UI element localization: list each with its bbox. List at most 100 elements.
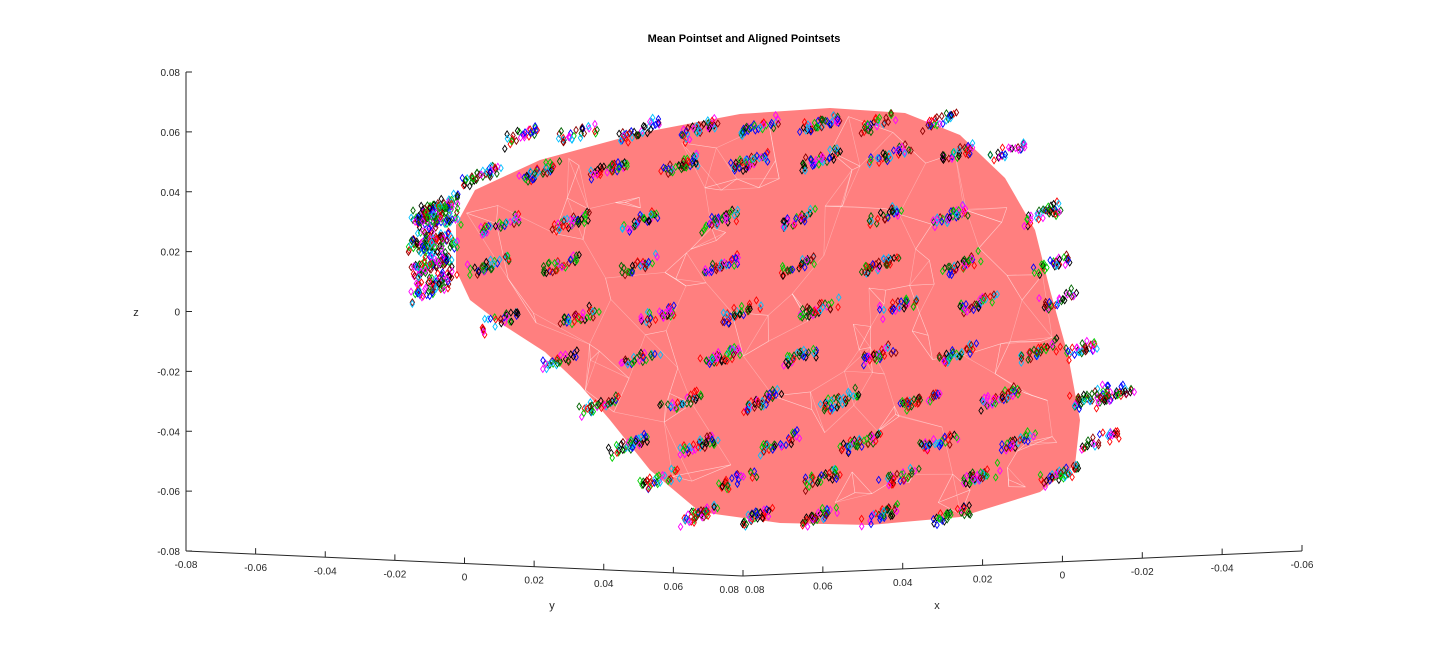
pointset-marker (745, 402, 752, 412)
mesh-edge (711, 227, 726, 233)
pointset-marker (719, 482, 726, 491)
pointset-marker (866, 158, 873, 167)
pointset-marker (800, 518, 806, 528)
pointset-marker (937, 514, 943, 523)
mesh-edge (1051, 436, 1057, 443)
pointset-marker (817, 399, 824, 409)
mesh-edge (899, 213, 932, 225)
x-axis-label: x (934, 600, 940, 612)
pointset-marker (801, 117, 808, 127)
mesh-edge (1007, 467, 1009, 480)
pointset-marker (911, 395, 917, 404)
pointset-marker (721, 317, 728, 327)
mesh-edge (842, 205, 887, 210)
mesh-edge (927, 335, 933, 360)
pointset-marker (561, 217, 567, 226)
mesh-edge (772, 395, 812, 410)
pointset-marker (668, 474, 674, 483)
mesh-edge (1041, 337, 1053, 342)
pointset-marker (437, 211, 444, 221)
pointset-marker (797, 127, 803, 137)
pointset-marker (930, 389, 936, 398)
pointset-marker (955, 212, 962, 221)
pointset-marker (1033, 348, 1040, 358)
pointset-marker (656, 118, 662, 128)
pointset-marker (1021, 139, 1028, 149)
pointset-marker (1101, 397, 1108, 406)
pointset-marker (425, 287, 432, 296)
pointset-marker (939, 111, 945, 121)
pointset-marker (919, 126, 926, 136)
mesh-edge (758, 178, 780, 188)
pointset-marker (679, 160, 685, 170)
mesh-edge (615, 202, 641, 209)
pointset-marker (448, 239, 455, 249)
pointset-marker (677, 522, 684, 531)
pointset-marker (894, 469, 900, 479)
pointset-marker (877, 208, 884, 217)
pointset-marker (415, 265, 422, 274)
pointset-marker (1058, 471, 1064, 481)
pointset-marker (567, 255, 574, 264)
mesh-edge (1017, 444, 1033, 452)
mesh-edge (704, 187, 712, 228)
pointset-marker (822, 401, 828, 411)
pointset-marker (422, 248, 428, 257)
mesh-edge (675, 278, 687, 287)
mesh-edge (954, 153, 967, 211)
pointset-marker (803, 479, 810, 489)
pointset-marker (968, 255, 974, 264)
pointset-marker (932, 114, 938, 123)
pointset-marker (423, 231, 429, 240)
mesh-edge (686, 252, 707, 283)
mesh-edge (1000, 341, 1010, 345)
pointset-marker (954, 352, 960, 361)
pointset-marker (601, 162, 607, 171)
pointset-marker (1003, 443, 1010, 453)
pointset-marker (652, 315, 659, 325)
pointset-marker (618, 358, 624, 368)
pointset-marker (652, 249, 659, 258)
pointset-marker (624, 360, 631, 369)
pointset-marker (656, 471, 662, 480)
pointset-marker (897, 399, 903, 408)
pointset-marker (1010, 391, 1016, 401)
pointset-marker (409, 299, 416, 309)
mesh-edge (585, 344, 590, 391)
pointset-marker (802, 516, 809, 526)
mesh-edge (663, 406, 666, 423)
pointset-marker (904, 396, 910, 405)
pointset-marker (588, 407, 594, 417)
pointset-marker (947, 353, 953, 363)
pointset-marker (443, 208, 449, 217)
pointset-marker (562, 354, 569, 364)
pointset-marker (764, 157, 771, 166)
mesh-edge (963, 355, 996, 374)
mesh-edge (927, 335, 933, 360)
pointset-marker (954, 260, 961, 269)
pointset-marker (939, 516, 946, 525)
mesh-edge (963, 209, 1002, 223)
mesh-edge (590, 359, 630, 379)
pointset-marker (589, 401, 595, 410)
pointset-marker (729, 474, 735, 483)
pointset-marker (837, 470, 843, 480)
pointset-marker (1045, 305, 1052, 314)
pointset-marker (684, 399, 690, 408)
pointset-marker (830, 155, 837, 165)
pointset-marker (939, 214, 946, 223)
pointset-marker (651, 478, 658, 487)
pointset-marker (569, 135, 575, 144)
pointset-marker (1046, 297, 1053, 307)
pointset-marker (807, 208, 813, 218)
pointset-marker (1114, 426, 1121, 436)
pointset-marker (498, 319, 505, 328)
pointset-marker (1053, 347, 1059, 356)
pointset-marker (851, 435, 858, 445)
pointset-marker (1101, 394, 1107, 404)
mesh-edge (664, 272, 687, 287)
pointset-marker (492, 221, 499, 231)
pointset-marker (760, 439, 767, 449)
pointset-marker (939, 436, 945, 445)
